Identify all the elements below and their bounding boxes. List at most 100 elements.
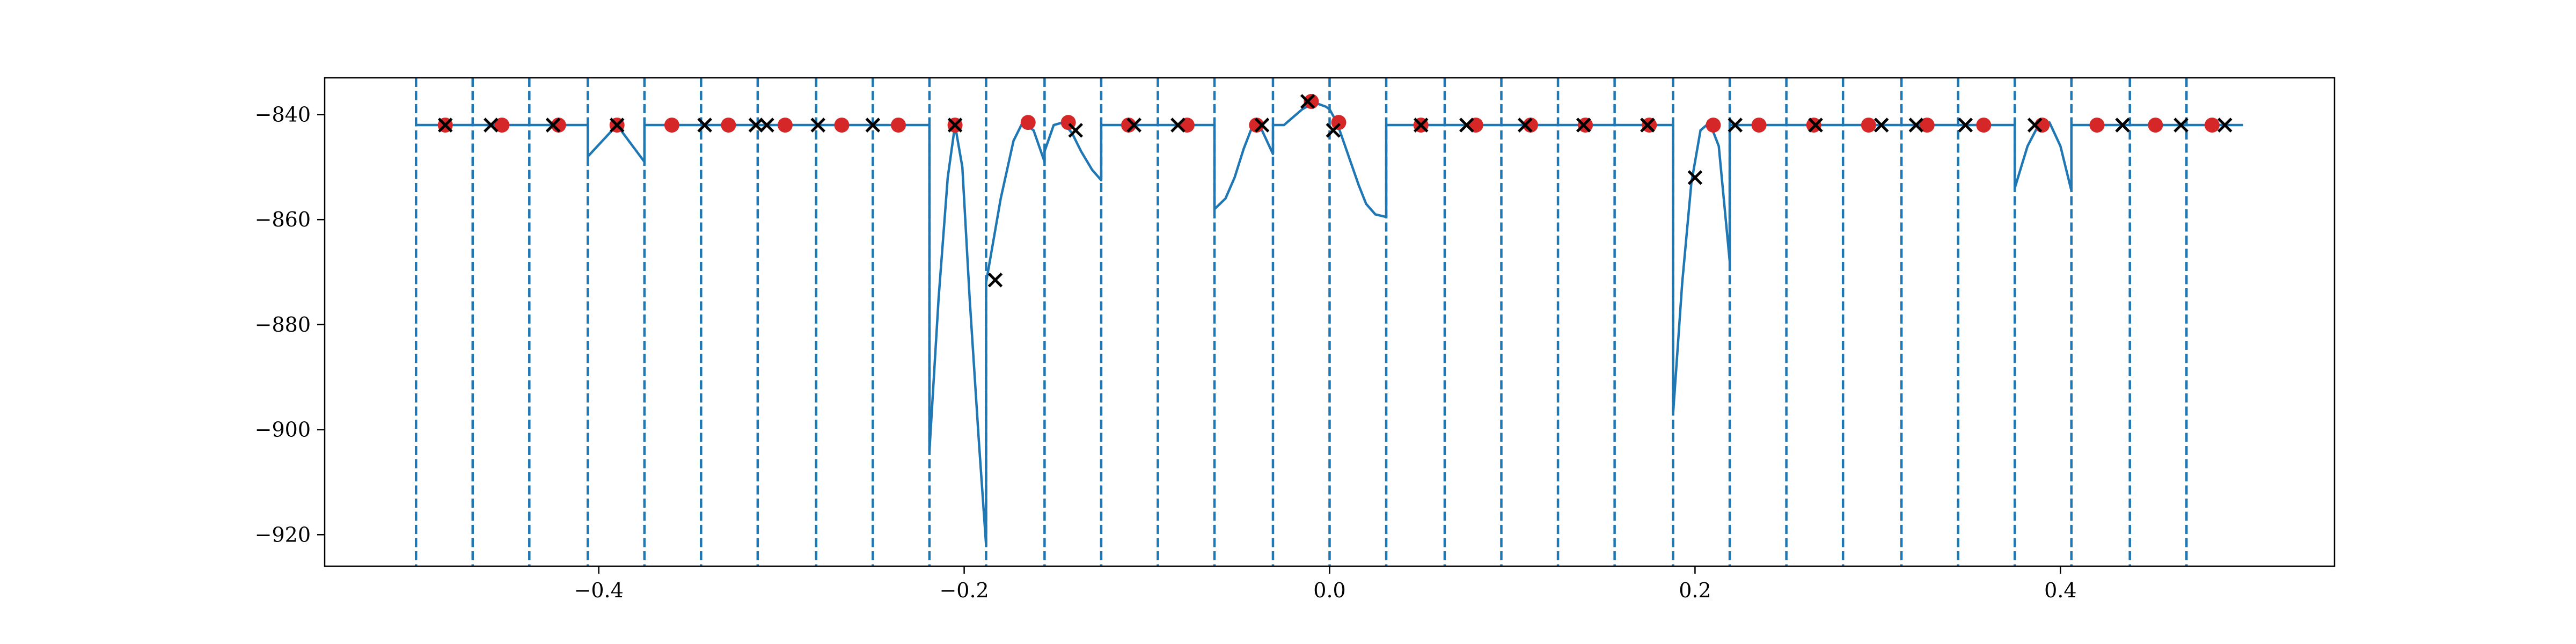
data-point-x-stroke — [1413, 118, 1429, 133]
data-point-x — [2174, 118, 2189, 133]
data-point-x-stroke — [2115, 118, 2130, 133]
data-point-x-stroke — [1326, 123, 1341, 138]
data-point-x — [2115, 118, 2130, 133]
data-point-x-stroke — [2217, 118, 2233, 133]
data-point-x-stroke — [2174, 118, 2189, 133]
data-point-circle — [1751, 118, 1767, 133]
data-point-x — [1068, 123, 1084, 138]
data-point-x-stroke — [2027, 118, 2043, 133]
data-point-x — [1254, 118, 1270, 133]
x-tick-label: 0.2 — [1679, 579, 1711, 602]
data-point-circle — [1706, 118, 1721, 133]
data-point-x-stroke — [947, 118, 963, 133]
data-point-circle — [1020, 115, 1036, 130]
data-point-circle — [1121, 118, 1136, 133]
data-point-x — [759, 118, 774, 133]
data-point-x — [1518, 118, 1533, 133]
data-point-x-stroke — [810, 118, 825, 133]
data-point-x — [1728, 118, 1743, 133]
data-point-circle — [2204, 118, 2220, 133]
plot-area-group — [414, 78, 2243, 566]
data-point-x — [2027, 118, 2043, 133]
data-point-x-stroke — [865, 118, 881, 133]
data-point-circle — [1861, 118, 1876, 133]
data-point-x — [1576, 118, 1591, 133]
data-point-circle — [2035, 118, 2050, 133]
data-point-x — [2217, 118, 2233, 133]
data-point-circle — [1976, 118, 1992, 133]
data-point-x-stroke — [748, 118, 764, 133]
data-point-x — [1126, 118, 1141, 133]
y-tick-label: −920 — [255, 523, 311, 546]
data-point-x — [865, 118, 881, 133]
data-point-x-stroke — [609, 118, 625, 133]
data-point-x-stroke — [1728, 118, 1743, 133]
data-point-circle — [551, 118, 566, 133]
data-point-x — [1687, 170, 1703, 185]
data-point-x — [484, 118, 499, 133]
data-point-x-stroke — [1808, 118, 1823, 133]
data-point-x-stroke — [1254, 118, 1270, 133]
data-point-x — [1413, 118, 1429, 133]
data-point-x — [1640, 118, 1655, 133]
data-point-x-stroke — [1126, 118, 1141, 133]
data-point-circle — [664, 118, 679, 133]
data-point-circle — [1304, 94, 1319, 109]
data-point-x — [987, 272, 1003, 288]
x-tick-label: 0.4 — [2044, 579, 2076, 602]
data-point-x-stroke — [759, 118, 774, 133]
data-point-x-stroke — [1687, 170, 1703, 185]
data-point-x-stroke — [484, 118, 499, 133]
data-point-circle — [834, 118, 850, 133]
data-point-x — [697, 118, 712, 133]
data-point-circle — [1919, 118, 1935, 133]
data-point-x-stroke — [1068, 123, 1084, 138]
x-tick-label: −0.2 — [939, 579, 989, 602]
x-tick-label: −0.4 — [574, 579, 624, 602]
axes-group: −0.4 −0.2 0.0 0.2 0.4 −840 −860 −880 −900 −920 — [255, 77, 2336, 602]
y-tick-label: −840 — [255, 103, 311, 126]
data-point-x-stroke — [1874, 118, 1889, 133]
data-point-x-stroke — [1170, 118, 1185, 133]
data-point-circle — [494, 118, 510, 133]
data-point-x-stroke — [987, 272, 1003, 288]
data-point-x — [437, 118, 453, 133]
data-point-x — [1874, 118, 1889, 133]
data-point-circle — [1331, 115, 1346, 130]
data-point-x — [1958, 118, 1973, 133]
data-point-x — [1300, 94, 1315, 109]
data-point-x — [609, 118, 625, 133]
data-point-x-stroke — [1958, 118, 1973, 133]
data-point-x-stroke — [1459, 118, 1474, 133]
data-point-x — [1326, 123, 1341, 138]
data-point-circle — [1523, 118, 1538, 133]
data-point-x — [947, 118, 963, 133]
data-point-x-stroke — [1300, 94, 1315, 109]
data-point-x-stroke — [1518, 118, 1533, 133]
data-point-x — [1459, 118, 1474, 133]
data-point-x — [748, 118, 764, 133]
data-point-circle — [1249, 118, 1264, 133]
x-tick-label: 0.0 — [1313, 579, 1345, 602]
data-point-circle — [2089, 118, 2105, 133]
data-point-x-stroke — [1908, 118, 1924, 133]
data-point-x-stroke — [1576, 118, 1591, 133]
data-point-x — [1908, 118, 1924, 133]
y-tick-label: −860 — [255, 208, 311, 231]
data-point-x — [810, 118, 825, 133]
data-point-x — [1170, 118, 1185, 133]
data-point-x-stroke — [697, 118, 712, 133]
data-point-circle — [721, 118, 736, 133]
data-point-x — [1808, 118, 1823, 133]
data-point-x-stroke — [1640, 118, 1655, 133]
data-point-x-stroke — [437, 118, 453, 133]
data-point-x-stroke — [545, 118, 561, 133]
data-point-circle — [777, 118, 793, 133]
data-point-x — [545, 118, 561, 133]
data-point-circle — [891, 118, 906, 133]
y-tick-label: −880 — [255, 313, 311, 336]
y-tick-label: −900 — [255, 418, 311, 442]
